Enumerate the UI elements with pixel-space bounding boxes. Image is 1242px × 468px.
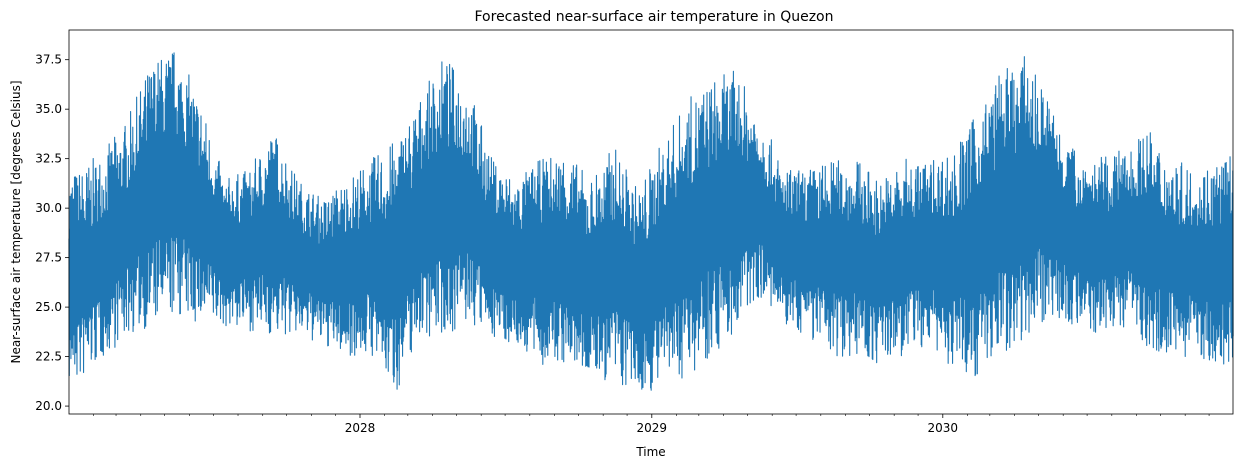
x-tick-label: 2028 [345, 421, 376, 435]
y-tick-label: 35.0 [35, 102, 62, 116]
y-tick-label: 25.0 [35, 300, 62, 314]
x-axis-title: Time [635, 445, 665, 459]
x-tick-label: 2029 [637, 421, 668, 435]
temperature-series-line [68, 52, 1234, 391]
y-tick-label: 20.0 [35, 399, 62, 413]
y-tick-label: 32.5 [35, 152, 62, 166]
y-tick-label: 30.0 [35, 201, 62, 215]
y-tick-label: 22.5 [35, 350, 62, 364]
y-tick-label: 37.5 [35, 53, 62, 67]
series-layer [68, 52, 1234, 391]
x-axis: 2028 2029 2030 [93, 414, 1210, 435]
y-tick-label: 27.5 [35, 251, 62, 265]
chart-title: Forecasted near-surface air temperature … [475, 9, 834, 25]
y-axis-title: Near-surface air temperature [degrees Ce… [9, 80, 23, 363]
y-axis: 20.0 22.5 25.0 27.5 30.0 32.5 35.0 37.5 [35, 53, 69, 413]
x-tick-label: 2030 [928, 421, 959, 435]
plot-frame [68, 29, 1234, 415]
